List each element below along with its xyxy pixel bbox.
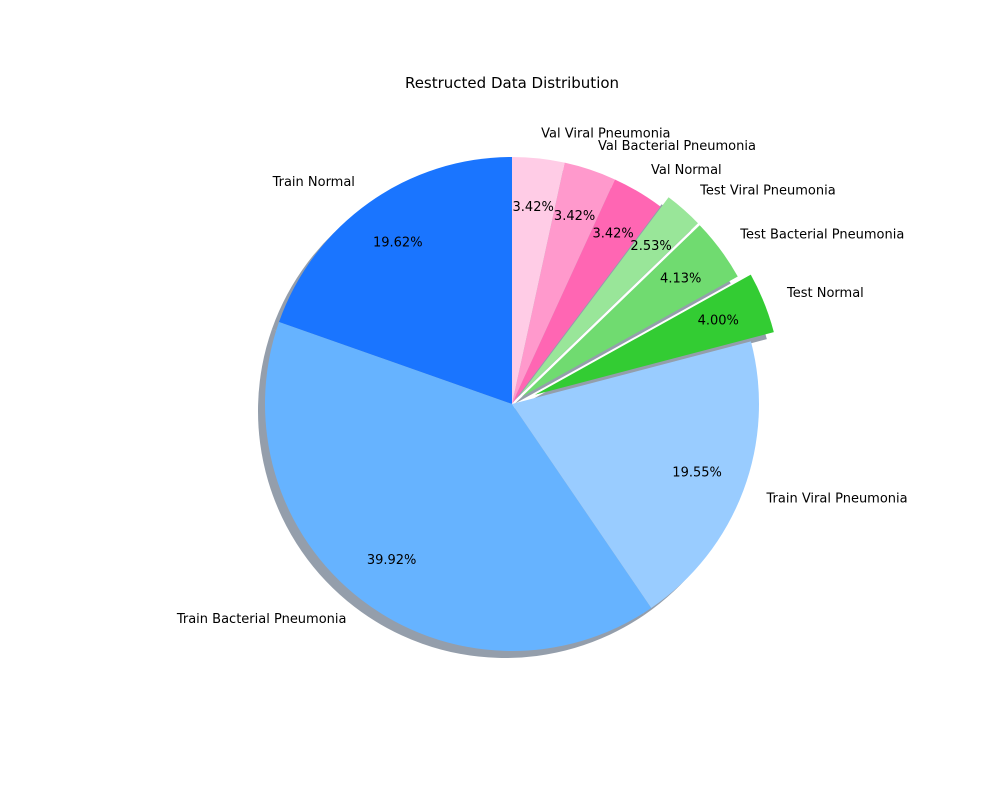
slice-label-train-viral-pneumonia: Train Viral Pneumonia <box>766 492 908 507</box>
slice-train-bacterial-pneumonia <box>265 322 652 652</box>
slice-train-normal <box>278 157 512 404</box>
slice-label-test-bacterial-pneumonia: Test Bacterial Pneumonia <box>739 227 904 242</box>
pie-labels: Train Normal 19.62% Train Bacterial Pneumo… <box>176 126 908 627</box>
slice-label-train-bacterial-pneumonia: Train Bacterial Pneumonia <box>176 612 347 627</box>
slice-percent-train-bacterial-pneumonia: 39.92% <box>367 553 417 568</box>
slice-label-test-viral-pneumonia: Test Viral Pneumonia <box>699 184 836 199</box>
slice-label-val-viral-pneumonia: Val Viral Pneumonia <box>541 126 670 141</box>
slice-label-test-normal: Test Normal <box>786 286 864 301</box>
slice-train-viral-pneumonia <box>512 341 759 608</box>
slice-val-bacterial-pneumonia <box>512 162 615 404</box>
pie-slices <box>265 157 774 652</box>
slice-percent-val-viral-pneumonia: 3.42% <box>513 200 554 215</box>
slice-test-normal <box>534 274 774 395</box>
slice-percent-test-normal: 4.00% <box>698 314 739 329</box>
slice-label-val-bacterial-pneumonia: Val Bacterial Pneumonia <box>598 139 756 154</box>
slice-percent-val-bacterial-pneumonia: 3.42% <box>554 209 595 224</box>
slice-percent-train-viral-pneumonia: 19.55% <box>672 466 722 481</box>
chart-title: Restructed Data Distribution <box>405 74 619 92</box>
slice-label-val-normal: Val Normal <box>651 163 722 178</box>
slice-label-train-normal: Train Normal <box>272 175 355 190</box>
slice-percent-test-bacterial-pneumonia: 4.13% <box>660 272 701 287</box>
slice-percent-val-normal: 3.42% <box>592 227 633 242</box>
slice-percent-test-viral-pneumonia: 2.53% <box>630 239 671 254</box>
slice-percent-train-normal: 19.62% <box>373 235 423 250</box>
slice-val-normal <box>512 179 661 404</box>
slice-test-bacterial-pneumonia <box>521 225 738 397</box>
slice-val-viral-pneumonia <box>512 157 565 404</box>
slice-test-viral-pneumonia <box>520 197 698 395</box>
